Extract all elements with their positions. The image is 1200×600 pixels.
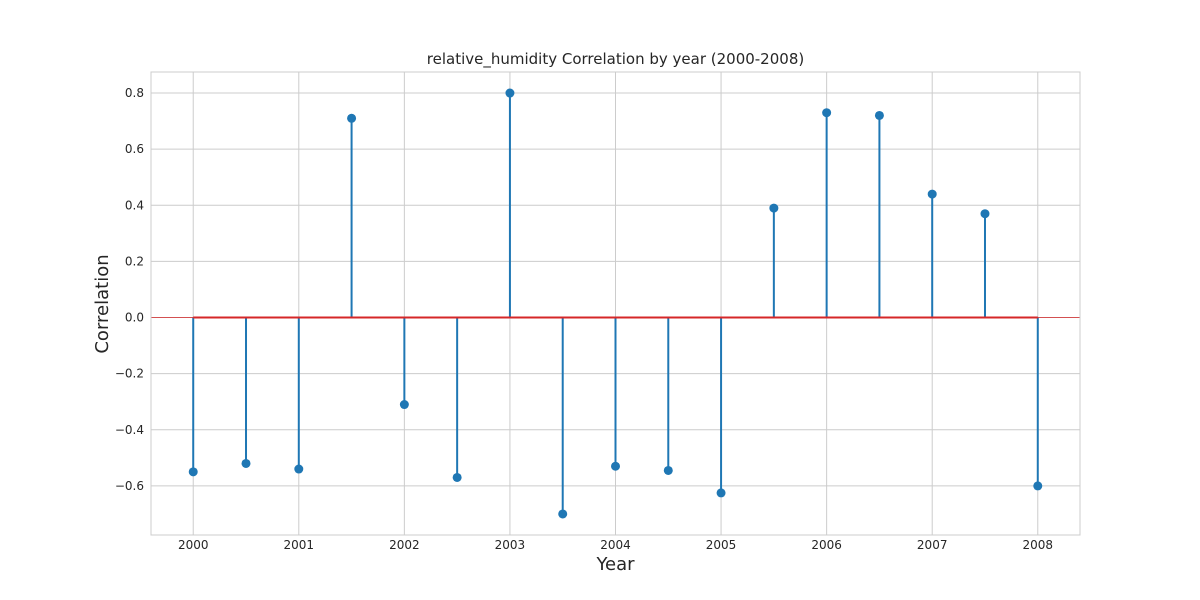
stem-marker [874, 110, 884, 120]
chart-title: relative_humidity Correlation by year (2… [427, 50, 804, 69]
stem-marker [663, 465, 673, 475]
stem-marker [241, 458, 251, 468]
y-axis-label: Correlation [92, 254, 113, 353]
stem-marker [980, 209, 990, 219]
x-axis-label: Year [595, 554, 635, 575]
plot-area-frame [150, 71, 1081, 536]
y-tick-label: 0.0 [125, 311, 144, 325]
x-tick-label: 2002 [389, 538, 420, 552]
x-tick-label: 2007 [917, 538, 948, 552]
stem-marker [1033, 481, 1043, 491]
stem-markers [188, 88, 1043, 519]
x-tick-label: 2004 [600, 538, 631, 552]
y-tick-label: −0.4 [115, 423, 144, 437]
stem-marker [505, 88, 515, 98]
y-tick-label: 0.4 [125, 198, 144, 212]
x-tick-label: 2001 [284, 538, 315, 552]
y-tick-label: −0.6 [115, 479, 144, 493]
x-tick-label: 2005 [706, 538, 737, 552]
stem-series [192, 93, 1039, 514]
y-tick-label: 0.2 [125, 254, 144, 268]
stem-marker [822, 108, 832, 118]
stem-marker [927, 189, 937, 199]
y-tick-label: 0.6 [125, 142, 144, 156]
x-tick-label: 2006 [811, 538, 842, 552]
stem-marker [558, 509, 568, 519]
stem-marker [452, 472, 462, 482]
x-tick-label: 2000 [178, 538, 209, 552]
y-tick-label: −0.2 [115, 367, 144, 381]
stem-marker [769, 203, 779, 213]
stem-marker [716, 488, 726, 498]
stem-marker [611, 461, 620, 471]
x-tick-label: 2003 [495, 538, 526, 552]
stem-marker [399, 400, 409, 410]
stem-marker [188, 467, 198, 477]
x-tick-labels: 2000 2001 2002 2003 2004 2005 2006 2007 2008 [178, 538, 1053, 552]
stem-marker [294, 464, 304, 474]
y-tick-labels: −0.6 −0.4 −0.2 0.0 0.2 0.4 0.6 0.8 [115, 86, 144, 493]
stem-marker [347, 113, 357, 123]
y-tick-label: 0.8 [125, 86, 144, 100]
x-tick-label: 2008 [1022, 538, 1053, 552]
